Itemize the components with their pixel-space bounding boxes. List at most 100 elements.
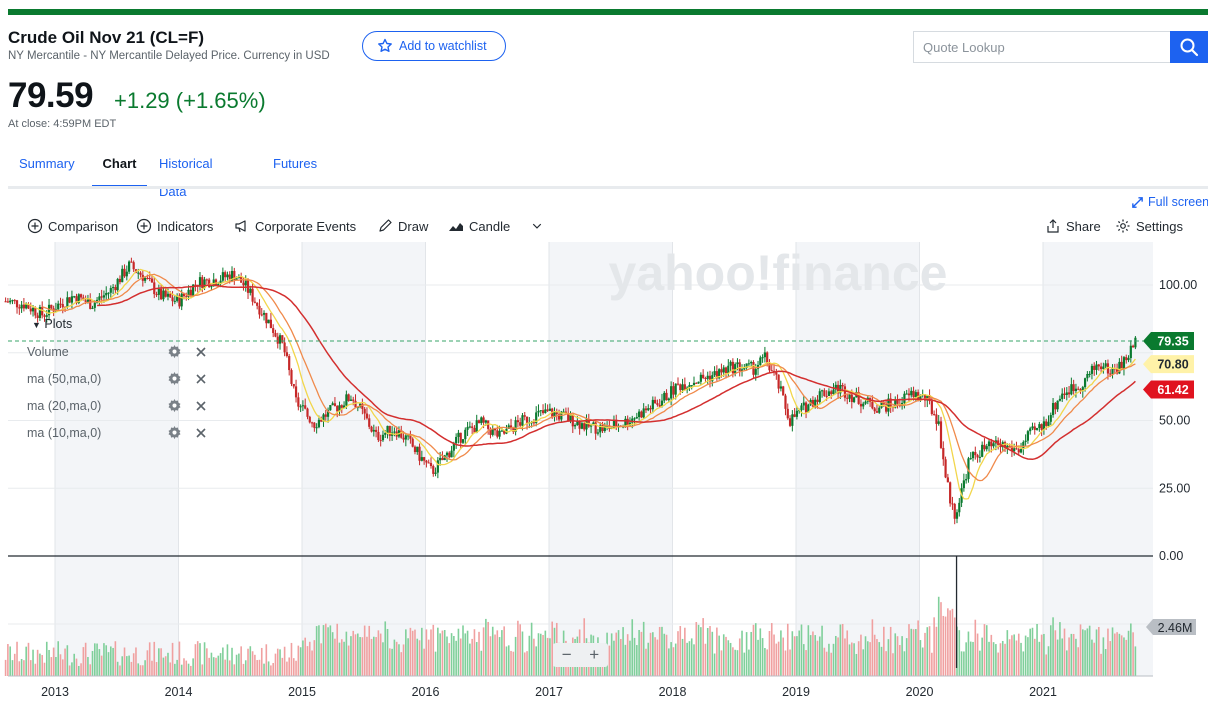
volume-bar [222, 647, 224, 676]
volume-bar [59, 654, 62, 676]
volume-bar [258, 659, 261, 676]
tab-chart[interactable]: Chart [92, 150, 147, 188]
comparison-button[interactable]: Comparison [27, 216, 118, 236]
candle-body [567, 413, 570, 421]
add-to-watchlist-button[interactable]: Add to watchlist [362, 31, 506, 61]
chart-type-select[interactable]: Candle [448, 216, 543, 236]
candle-body [633, 418, 636, 420]
volume-bar [334, 638, 336, 676]
volume-bar [983, 624, 986, 676]
candle-body [1056, 400, 1059, 410]
volume-bar [626, 634, 629, 676]
volume-bar [382, 642, 384, 676]
candle-body [679, 384, 682, 391]
volume-bar [995, 644, 997, 676]
plus-circle-icon [136, 218, 152, 234]
volume-bar [878, 642, 881, 676]
volume-bar [443, 630, 446, 676]
candle-body [192, 284, 195, 296]
gear-icon[interactable] [167, 398, 182, 413]
search-button[interactable] [1170, 31, 1208, 63]
volume-bar [782, 637, 784, 676]
full-screen-button[interactable]: Full screen [1131, 195, 1208, 209]
tab-summary[interactable]: Summary [19, 156, 75, 171]
volume-bar [496, 630, 499, 676]
quote-lookup-input[interactable] [913, 31, 1171, 63]
close-icon[interactable] [194, 345, 208, 359]
volume-bar [1088, 625, 1091, 676]
study-ma-10: ma (10,ma,0) [27, 426, 102, 440]
candle-body [656, 403, 659, 405]
volume-bar [851, 642, 853, 676]
candle-body [324, 414, 327, 417]
candle-body [1024, 440, 1027, 442]
volume-bar [716, 627, 718, 676]
settings-button[interactable]: Settings [1115, 216, 1183, 236]
plus-circle-icon [27, 218, 43, 234]
candle-body [1111, 368, 1114, 374]
plots-toggle[interactable]: ▼ Plots [32, 317, 72, 331]
gear-icon[interactable] [167, 371, 182, 386]
candle-body [503, 430, 506, 434]
tab-futures[interactable]: Futures [273, 156, 318, 171]
volume-bar [924, 632, 926, 676]
gear-icon[interactable] [167, 425, 182, 440]
candle-body [340, 405, 343, 408]
volume-bar [549, 638, 551, 676]
candle-body [848, 394, 851, 399]
volume-bar [320, 643, 323, 676]
candle-body [761, 357, 764, 359]
volume-bar [41, 655, 43, 676]
candle-body [1104, 363, 1107, 367]
candle-body [507, 425, 510, 429]
candle-body [958, 502, 961, 513]
volume-bar [430, 629, 432, 676]
candle-body [859, 403, 863, 407]
candle-body [852, 397, 856, 403]
candle-body [68, 297, 71, 303]
candle-body [1065, 392, 1068, 395]
volume-bar [1004, 643, 1006, 676]
volume-bar [233, 664, 236, 676]
candle-body [894, 400, 897, 408]
volume-bar [267, 661, 270, 676]
volume-bar [510, 650, 512, 676]
close-icon[interactable] [194, 372, 208, 386]
volume-bar [395, 641, 398, 676]
close-icon[interactable] [194, 399, 208, 413]
volume-bar [405, 629, 407, 676]
candle-body [676, 383, 680, 385]
candle-body [1088, 373, 1091, 375]
candle-body [320, 419, 323, 422]
year-band [796, 242, 920, 676]
volume-bar [503, 626, 505, 676]
share-button[interactable]: Share [1045, 216, 1101, 236]
price-chart[interactable]: yahoo!finance 100.00 50.00 25.00 0.00 2013 201… [0, 238, 1208, 706]
candle-body [262, 312, 266, 315]
volume-bar [167, 652, 169, 676]
volume-bar [686, 642, 688, 676]
gear-icon[interactable] [167, 344, 182, 359]
zoom-in-button[interactable]: + [589, 645, 600, 664]
zoom-out-button[interactable]: − [561, 645, 572, 664]
candle-chart-icon [449, 223, 463, 231]
volume-bar [1104, 649, 1107, 676]
volume-bar [947, 608, 949, 676]
volume-bar [697, 624, 700, 676]
volume-bar [297, 645, 300, 676]
volume-bar [798, 630, 801, 676]
volume-bar [256, 660, 258, 676]
volume-bar [855, 653, 858, 676]
indicators-button[interactable]: Indicators [136, 216, 213, 236]
volume-bar [363, 625, 366, 676]
candle-body [885, 404, 888, 412]
volume-value-tag: 2.46M [1158, 621, 1193, 635]
close-icon[interactable] [194, 426, 208, 440]
tab-historical-data[interactable]: Historical Data [159, 156, 213, 199]
draw-button[interactable]: Draw [377, 216, 428, 236]
candle-body [594, 422, 597, 434]
volume-bar [469, 643, 471, 676]
corporate-events-button[interactable]: Corporate Events [234, 216, 356, 236]
candle-body [171, 297, 174, 302]
candle-body [1038, 424, 1041, 429]
